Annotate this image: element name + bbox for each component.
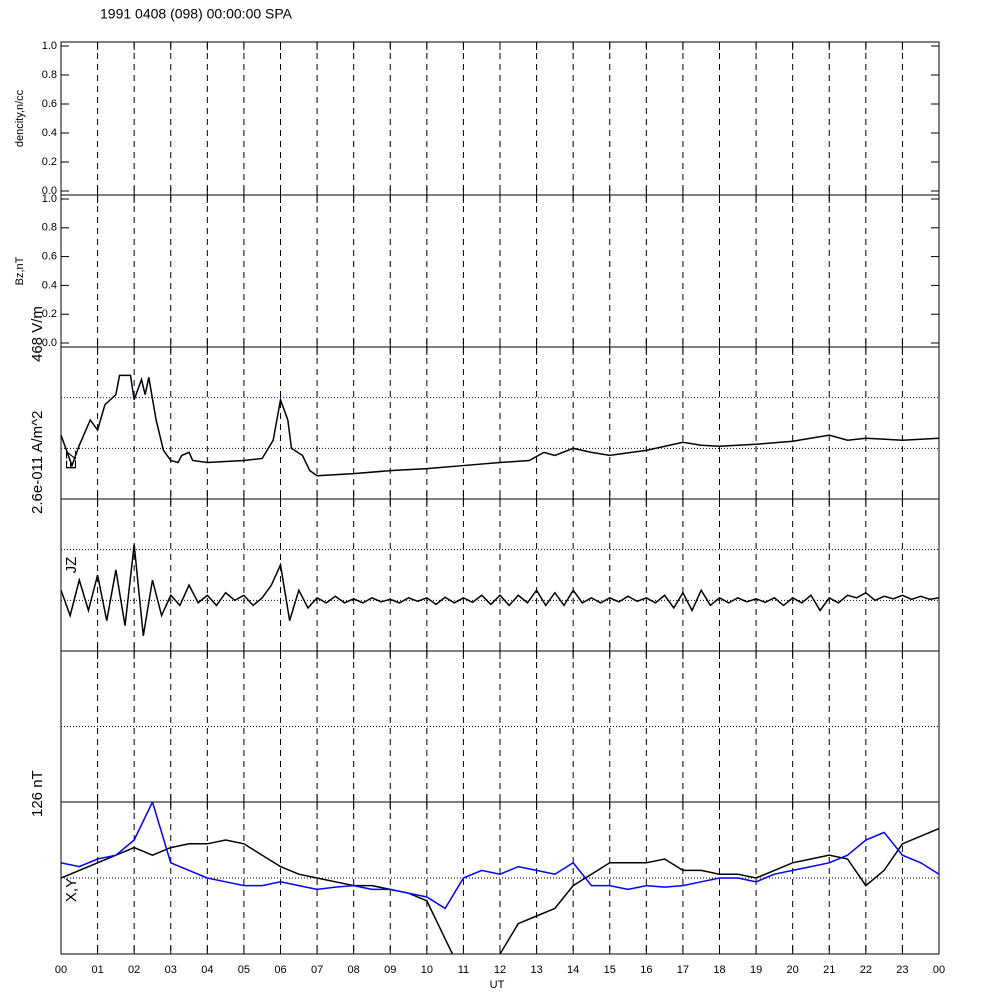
panel-label: X,Y: [63, 878, 80, 902]
x-tick-label: 13: [530, 964, 542, 976]
y-tick-label: 0.0: [42, 185, 57, 197]
y-tick-label: 0.2: [42, 156, 57, 168]
x-tick-label: 17: [677, 964, 689, 976]
x-tick-label: 02: [128, 964, 140, 976]
data-line: [61, 374, 939, 477]
data-line: [61, 544, 939, 636]
y-tick-label: 0.0: [42, 337, 57, 349]
y-axis-label: 2.6e-011 A/m^2: [29, 411, 46, 515]
x-tick-label: 15: [604, 964, 616, 976]
y-axis-label: dencity,n/cc: [14, 89, 26, 147]
data-line: [61, 802, 939, 910]
y-tick-label: 0.6: [42, 251, 57, 263]
y-axis-label: Bz,nT: [14, 256, 26, 285]
y-axis-label: 468 V/m: [29, 306, 46, 362]
x-tick-label: 22: [860, 964, 872, 976]
x-tick-label: 20: [787, 964, 799, 976]
x-tick-label: 11: [458, 964, 469, 976]
x-tick-label: 12: [494, 964, 506, 976]
x-tick-label: 16: [640, 964, 652, 976]
x-tick-label: 03: [165, 964, 177, 976]
x-tick-label: 08: [348, 964, 360, 976]
y-tick-label: 0.6: [42, 98, 57, 110]
x-tick-label: 19: [750, 964, 762, 976]
y-tick-label: 0.4: [42, 127, 57, 139]
panel-label: JZ: [63, 557, 80, 574]
x-tick-label: 05: [238, 964, 250, 976]
x-tick-label: 23: [896, 964, 908, 976]
x-axis-label: UT: [490, 979, 505, 991]
x-tick-label: 09: [384, 964, 396, 976]
x-tick-label: 00: [55, 964, 67, 976]
x-tick-label: 07: [311, 964, 323, 976]
y-axis-label: 126 nT: [29, 770, 46, 817]
y-tick-label: 0.8: [42, 69, 57, 81]
panel-label: EZ: [63, 450, 80, 469]
x-tick-label: 10: [421, 964, 433, 976]
data-line: [61, 827, 939, 954]
y-tick-label: 0.4: [42, 279, 57, 291]
y-tick-label: 1.0: [42, 40, 57, 52]
chart-title: 1991 0408 (098) 00:00:00 SPA: [100, 6, 293, 22]
x-tick-label: 04: [201, 964, 213, 976]
y-tick-label: 0.2: [42, 308, 57, 320]
y-tick-label: 1.0: [42, 193, 57, 205]
x-tick-label: 00: [933, 964, 945, 976]
x-tick-label: 01: [91, 964, 103, 976]
x-tick-label: 14: [567, 964, 579, 976]
x-tick-label: 06: [274, 964, 286, 976]
y-tick-label: 0.8: [42, 222, 57, 234]
x-tick-label: 21: [823, 964, 835, 976]
x-tick-label: 18: [713, 964, 725, 976]
